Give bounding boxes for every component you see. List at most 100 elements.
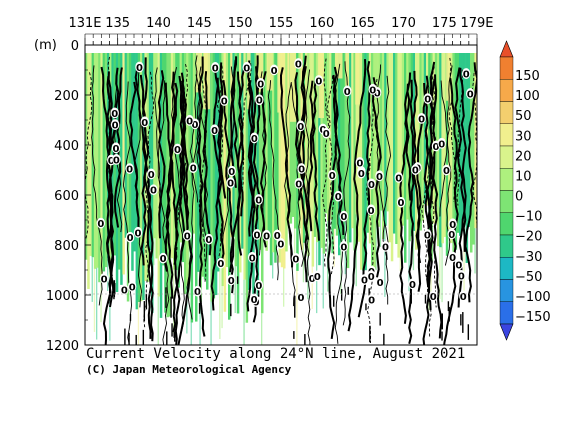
contour-line	[140, 57, 150, 266]
svg-text:0: 0	[249, 253, 256, 264]
field-patch	[334, 53, 343, 79]
field-column	[373, 53, 376, 270]
svg-text:0: 0	[340, 242, 347, 253]
field-column-tail	[100, 279, 102, 323]
svg-text:0: 0	[295, 60, 302, 71]
field-column-tail	[272, 252, 274, 279]
svg-text:0: 0	[174, 145, 181, 156]
field-column	[382, 53, 385, 240]
colorbar-label: 0	[515, 190, 523, 205]
svg-text:0: 0	[256, 96, 263, 107]
field-column-tail	[408, 241, 410, 292]
field-column	[173, 53, 176, 270]
contour-label-zero: 0	[110, 107, 119, 120]
contour-label-zero: 0	[314, 75, 324, 87]
x-tick-label: 170	[391, 16, 416, 31]
field-column	[368, 53, 372, 244]
field-column	[300, 53, 304, 250]
y-tick-label: 600	[54, 189, 79, 204]
svg-text:0: 0	[460, 292, 467, 303]
contour-label-zero: 0	[211, 62, 220, 74]
colorbar-label: 30	[515, 129, 532, 144]
contour-label-zero: 0	[334, 190, 343, 203]
contour-line	[448, 57, 456, 202]
contour-line	[267, 80, 280, 281]
contour-label-zero: 0	[182, 230, 192, 242]
colorbar-segment	[499, 79, 514, 102]
contour-label-zero: 0	[367, 270, 376, 283]
svg-text:0: 0	[368, 206, 375, 217]
field-patch	[318, 53, 324, 119]
contour-label-zero: 0	[276, 238, 286, 250]
contour-line	[347, 59, 367, 332]
field-column	[131, 53, 134, 271]
field-column	[212, 53, 216, 299]
contour-label-zero: 0	[189, 162, 198, 175]
colorbar-label: −50	[515, 270, 542, 285]
field-column	[395, 53, 398, 244]
field-column-tail	[384, 225, 386, 297]
svg-text:0: 0	[335, 192, 342, 203]
svg-text:0: 0	[298, 165, 305, 176]
contour-label-zero: 0	[408, 278, 417, 291]
y-tick-label: 1000	[46, 289, 79, 304]
contour-label-zero: 0	[366, 204, 376, 217]
y-tick-label: 200	[54, 89, 79, 104]
contour-label-zero: 0	[294, 177, 303, 190]
contour-label-zero: 0	[140, 116, 149, 129]
field-column	[313, 53, 317, 237]
field-column	[472, 53, 475, 245]
colorbar-segment	[499, 234, 514, 258]
field-column	[157, 53, 161, 297]
svg-text:0: 0	[121, 286, 128, 297]
contour-label-zero: 0	[247, 251, 257, 264]
contour-label-zero: 0	[368, 83, 377, 96]
contour-label-zero: 0	[396, 196, 406, 209]
field-column-tail	[221, 286, 223, 329]
contour-label-zero: 0	[269, 64, 279, 77]
field-column	[371, 53, 374, 268]
contour-label-zero: 0	[313, 270, 322, 283]
field-patch	[256, 53, 264, 93]
contour-line	[376, 64, 389, 305]
field-column	[474, 53, 477, 229]
contour-line	[212, 77, 225, 262]
field-column	[320, 53, 323, 248]
field-column-tail	[186, 285, 188, 334]
y-tick-label: 800	[54, 239, 79, 254]
svg-text:0: 0	[257, 79, 264, 90]
contour-line	[284, 82, 296, 307]
contour-line	[426, 78, 436, 288]
field-column-tail	[153, 238, 155, 266]
contour-label-zero: 0	[262, 229, 271, 242]
svg-text:0: 0	[129, 282, 136, 293]
field-column-tail	[439, 247, 441, 300]
field-column	[245, 53, 249, 323]
svg-text:0: 0	[358, 169, 365, 180]
svg-text:0: 0	[449, 253, 456, 264]
field-column	[439, 53, 442, 248]
field-column	[322, 53, 326, 254]
colorbar-label: −100	[515, 290, 551, 305]
field-column	[421, 53, 425, 221]
field-column	[384, 53, 387, 226]
contour-line	[459, 67, 467, 252]
velocity-field: 0000000000000000000000000000000000000000…	[85, 45, 477, 345]
contour-line	[323, 58, 335, 275]
field-column	[346, 53, 350, 269]
contour-label-zero: 0	[99, 273, 109, 285]
field-column	[294, 53, 297, 229]
field-column	[177, 53, 180, 288]
svg-text:0: 0	[141, 118, 148, 129]
contour-label-zero: 0	[447, 228, 456, 241]
field-column	[426, 53, 429, 206]
svg-text:0: 0	[186, 116, 193, 127]
colorbar-segment	[499, 279, 514, 302]
field-column	[87, 53, 90, 289]
field-column	[122, 53, 125, 275]
contour-line	[157, 70, 166, 239]
contour-label-zero: 0	[343, 85, 352, 98]
contour-line	[191, 74, 202, 203]
field-column-tail	[109, 276, 111, 341]
